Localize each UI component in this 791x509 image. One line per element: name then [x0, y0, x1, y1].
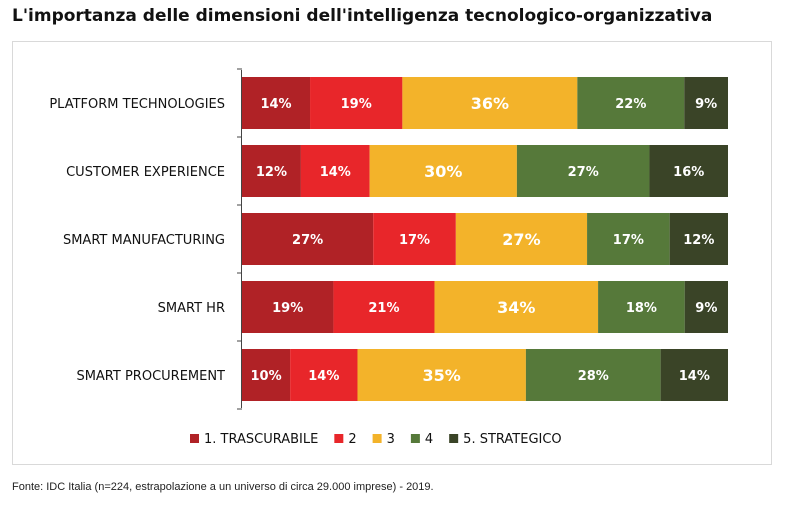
- data-label: 19%: [272, 301, 303, 316]
- bar-segment: [357, 349, 526, 401]
- data-label: 14%: [679, 369, 710, 384]
- data-label: 28%: [578, 369, 609, 384]
- bar-segment: [525, 349, 661, 401]
- data-label: 19%: [341, 97, 372, 112]
- category-label: SMART HR: [158, 301, 225, 316]
- data-label: 27%: [292, 233, 323, 248]
- data-label: 12%: [683, 233, 714, 248]
- bar-segment: [684, 281, 728, 333]
- data-label: 14%: [260, 97, 291, 112]
- category-label: CUSTOMER EXPERIENCE: [66, 165, 225, 180]
- category-label: SMART MANUFACTURING: [63, 233, 225, 248]
- data-label: 22%: [615, 97, 646, 112]
- bar-segment: [242, 145, 301, 197]
- data-label: 9%: [695, 97, 717, 112]
- bar-segment: [587, 213, 670, 265]
- data-label: 27%: [502, 230, 540, 249]
- bar-segment: [369, 145, 517, 197]
- data-label: 21%: [368, 301, 399, 316]
- bar-segment: [455, 213, 588, 265]
- legend-swatch: [190, 434, 199, 443]
- data-label: 35%: [423, 366, 461, 385]
- legend-swatch: [449, 434, 459, 443]
- data-label: 27%: [568, 165, 599, 180]
- bar-segment: [577, 77, 685, 129]
- data-label: 18%: [626, 301, 657, 316]
- bar-segment: [300, 145, 370, 197]
- data-label: 30%: [424, 162, 462, 181]
- bar-segment: [660, 349, 728, 401]
- legend-label: 4: [425, 432, 433, 447]
- legend-swatch: [410, 434, 420, 443]
- legend-label: 1. TRASCURABILE: [204, 432, 318, 447]
- source-note: Fonte: IDC Italia (n=224, estrapolazione…: [12, 481, 434, 493]
- data-label: 10%: [250, 369, 281, 384]
- legend-swatch: [372, 434, 382, 443]
- bar-segment: [333, 281, 435, 333]
- bar-segment: [649, 145, 728, 197]
- bar-segment: [242, 213, 374, 265]
- data-label: 14%: [320, 165, 351, 180]
- bar-segment: [310, 77, 403, 129]
- bar-segment: [373, 213, 456, 265]
- data-label: 34%: [497, 298, 535, 317]
- data-label: 14%: [308, 369, 339, 384]
- chart-title: L'importanza delle dimensioni dell'intel…: [12, 6, 713, 26]
- chart-frame: [12, 41, 772, 465]
- bar-segment: [290, 349, 358, 401]
- data-label: 9%: [695, 301, 717, 316]
- bar-segment: [684, 77, 728, 129]
- legend-label: 5. STRATEGICO: [463, 432, 562, 447]
- bar-segment: [242, 281, 334, 333]
- legend-label: 3: [387, 432, 395, 447]
- bar-segment: [598, 281, 685, 333]
- data-label: 16%: [673, 165, 704, 180]
- data-label: 12%: [256, 165, 287, 180]
- data-label: 17%: [399, 233, 430, 248]
- bar-segment: [402, 77, 578, 129]
- bar-segment: [242, 349, 291, 401]
- legend-label: 2: [348, 432, 356, 447]
- bar-segment: [516, 145, 650, 197]
- data-label: 36%: [471, 94, 509, 113]
- bar-segment: [669, 213, 728, 265]
- category-label: PLATFORM TECHNOLOGIES: [49, 97, 225, 112]
- legend-swatch: [334, 434, 344, 443]
- data-label: 17%: [613, 233, 644, 248]
- bar-segment: [434, 281, 599, 333]
- category-label: SMART PROCUREMENT: [76, 369, 225, 384]
- bar-segment: [242, 77, 311, 129]
